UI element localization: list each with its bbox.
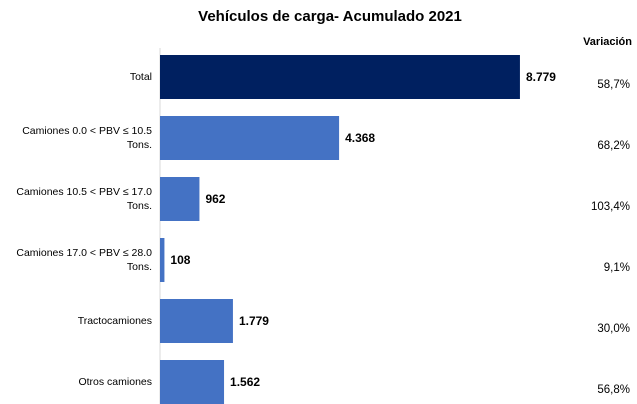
data-label: 4.368	[345, 131, 375, 145]
category-label: Camiones 0.0 < PBV ≤ 10.5 Tons.	[22, 125, 152, 151]
data-label: 962	[205, 192, 225, 206]
bar	[160, 177, 200, 221]
variation-label: 58,7%	[597, 79, 630, 91]
bar	[160, 299, 233, 343]
chart-title: Vehículos de carga- Acumulado 2021	[198, 8, 462, 25]
category-label: Camiones 17.0 < PBV ≤ 28.0 Tons.	[16, 247, 152, 273]
category-label: Total	[129, 71, 152, 83]
category-label: Otros camiones	[78, 376, 152, 388]
bar	[160, 116, 340, 160]
variation-label: 30,0%	[597, 323, 630, 335]
category-label: Tractocamiones	[77, 315, 152, 327]
bar	[160, 55, 520, 99]
category-label: Camiones 10.5 < PBV ≤ 17.0 Tons.	[16, 186, 152, 212]
data-label: 1.779	[239, 314, 269, 328]
bar	[160, 360, 225, 404]
data-label: 1.562	[230, 375, 260, 389]
variation-label: 103,4%	[591, 201, 630, 213]
variation-label: 56,8%	[597, 384, 630, 396]
variation-header: Variación	[583, 36, 632, 48]
bar	[160, 238, 165, 282]
data-label: 8.779	[526, 70, 556, 84]
data-label: 108	[170, 253, 190, 267]
variation-label: 68,2%	[597, 140, 630, 152]
variation-label: 9,1%	[604, 262, 630, 274]
